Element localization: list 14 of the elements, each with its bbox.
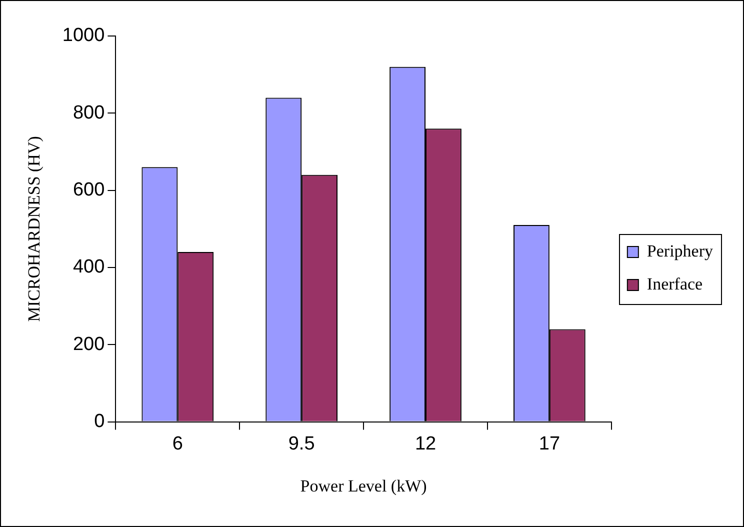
x-tick-label: 12	[414, 433, 436, 454]
x-tick-label: 17	[538, 433, 560, 454]
y-tick-label: 0	[94, 411, 105, 432]
x-tick-label: 9.5	[288, 433, 315, 454]
y-tick-label: 200	[72, 334, 105, 355]
x-tick-label: 6	[172, 433, 183, 454]
y-tick-label: 600	[72, 180, 105, 201]
legend-label: Inerface	[646, 274, 703, 294]
y-tick-label: 1000	[62, 25, 105, 46]
y-tick-label: 400	[72, 256, 105, 278]
legend-label: Periphery	[646, 241, 714, 260]
y-axis-title: MICROHARDNESS (HV)	[24, 136, 44, 322]
y-tick-label: 800	[72, 102, 105, 124]
x-axis-title: Power Level (kW)	[300, 476, 427, 496]
